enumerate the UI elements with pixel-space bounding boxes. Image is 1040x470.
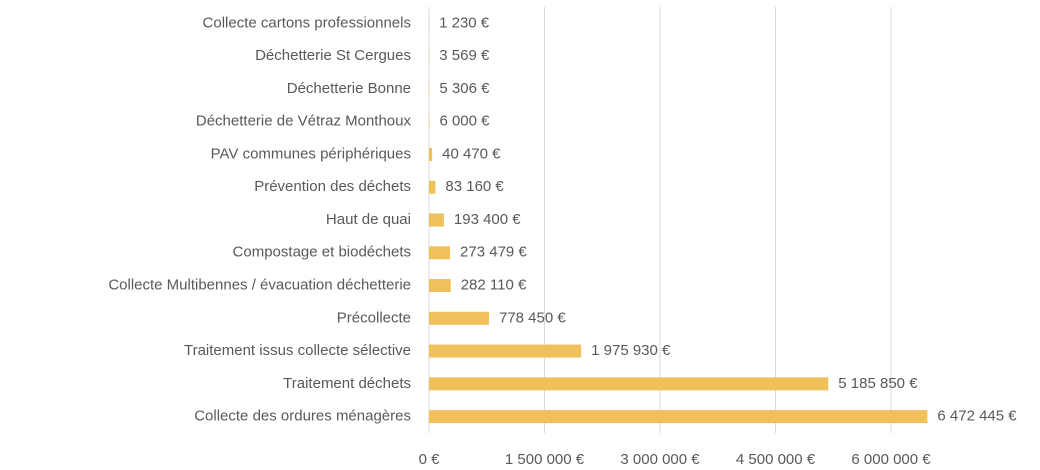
- bar: [429, 213, 444, 227]
- data-label: 273 479 €: [460, 244, 527, 261]
- x-tick-label: 1 500 000 €: [505, 451, 585, 468]
- y-tick-label: Compostage et biodéchets: [233, 244, 411, 261]
- y-tick-label: Prévention des déchets: [254, 178, 411, 195]
- data-label: 3 569 €: [439, 47, 490, 64]
- data-label: 6 000 €: [439, 113, 490, 130]
- y-tick-label: Collecte Multibennes / évacuation déchet…: [108, 277, 411, 294]
- x-tick-label: 0 €: [419, 451, 441, 468]
- x-tick-label: 4 500 000 €: [736, 451, 816, 468]
- bar: [429, 279, 451, 293]
- bar: [429, 410, 928, 424]
- data-label: 1 230 €: [439, 14, 490, 31]
- data-label: 193 400 €: [454, 211, 521, 228]
- bar: [429, 246, 451, 260]
- data-label: 40 470 €: [442, 145, 501, 162]
- bar: [429, 344, 582, 358]
- y-tick-label: Déchetterie Bonne: [287, 80, 411, 97]
- data-label: 5 306 €: [439, 80, 490, 97]
- data-label: 282 110 €: [461, 277, 527, 294]
- data-label: 1 975 930 €: [591, 342, 671, 359]
- data-label: 6 472 445 €: [937, 408, 1017, 425]
- bar: [429, 377, 829, 391]
- y-tick-label: Collecte des ordures ménagères: [194, 408, 411, 425]
- y-tick-label: Déchetterie de Vétraz Monthoux: [196, 113, 412, 130]
- bar: [429, 180, 436, 194]
- bar: [429, 311, 489, 325]
- y-tick-label: Traitement déchets: [283, 375, 411, 392]
- x-tick-label: 3 000 000 €: [620, 451, 700, 468]
- x-tick-label: 6 000 000 €: [851, 451, 931, 468]
- y-tick-label: PAV communes périphériques: [211, 145, 411, 162]
- y-tick-label: Haut de quai: [326, 211, 411, 228]
- data-label: 83 160 €: [445, 178, 504, 195]
- bar: [429, 147, 433, 161]
- data-label: 778 450 €: [499, 309, 566, 326]
- y-tick-label: Déchetterie St Cergues: [255, 47, 411, 64]
- y-tick-label: Précollecte: [337, 309, 411, 326]
- y-tick-label: Collecte cartons professionnels: [203, 14, 411, 31]
- data-label: 5 185 850 €: [838, 375, 918, 392]
- y-tick-label: Traitement issus collecte sélective: [184, 342, 411, 359]
